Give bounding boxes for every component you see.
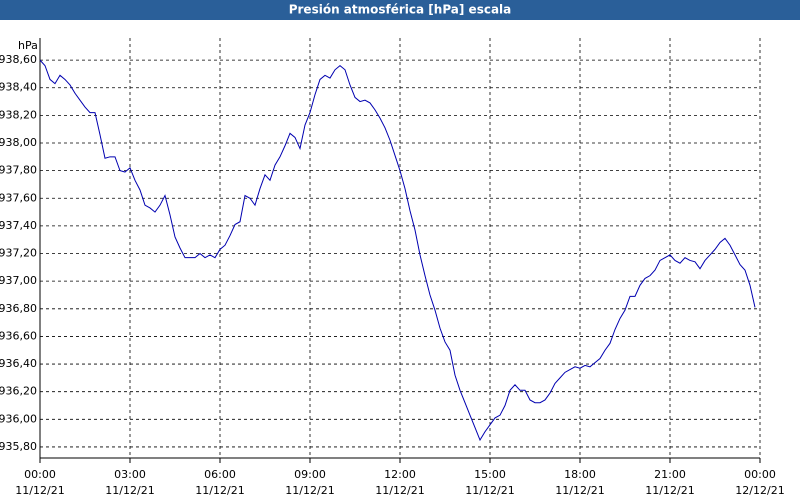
y-tick-label: 937,20 xyxy=(0,247,37,260)
y-tick-label: 938,00 xyxy=(0,136,37,149)
x-tick-date: 11/12/21 xyxy=(285,484,334,497)
y-axis-label: hPa xyxy=(18,39,38,52)
y-tick-label: 935,80 xyxy=(0,440,37,453)
x-tick-date: 11/12/21 xyxy=(195,484,244,497)
y-tick-label: 937,60 xyxy=(0,191,37,204)
y-tick-label: 936,00 xyxy=(0,412,37,425)
x-tick-date: 11/12/21 xyxy=(15,484,64,497)
x-tick-date: 11/12/21 xyxy=(375,484,424,497)
x-tick-label: 03:00 xyxy=(114,468,146,481)
y-tick-label: 938,20 xyxy=(0,108,37,121)
x-tick-date: 11/12/21 xyxy=(645,484,694,497)
x-tick-label: 00:00 xyxy=(24,468,56,481)
data-line xyxy=(39,59,756,442)
y-tick-label: 936,20 xyxy=(0,385,37,398)
x-tick-date: 12/12/21 xyxy=(735,484,784,497)
y-tick-label: 936,40 xyxy=(0,357,37,370)
y-tick-label: 937,40 xyxy=(0,219,37,232)
x-tick-date: 11/12/21 xyxy=(105,484,154,497)
y-tick-label: 938,60 xyxy=(0,53,37,66)
x-tick-label: 00:00 xyxy=(744,468,776,481)
y-tick-label: 936,60 xyxy=(0,329,37,342)
x-tick-label: 06:00 xyxy=(204,468,236,481)
x-tick-label: 15:00 xyxy=(474,468,506,481)
chart-title: Presión atmosférica [hPa] escala xyxy=(289,3,512,17)
y-tick-label: 937,80 xyxy=(0,164,37,177)
y-tick-label: 938,40 xyxy=(0,81,37,94)
x-tick-label: 12:00 xyxy=(384,468,416,481)
x-tick-label: 09:00 xyxy=(294,468,326,481)
title-bar xyxy=(0,0,800,20)
x-tick-label: 21:00 xyxy=(654,468,686,481)
x-tick-date: 11/12/21 xyxy=(555,484,604,497)
x-tick-label: 18:00 xyxy=(564,468,596,481)
y-tick-label: 936,80 xyxy=(0,302,37,315)
y-tick-label: 937,00 xyxy=(0,274,37,287)
x-tick-date: 11/12/21 xyxy=(465,484,514,497)
